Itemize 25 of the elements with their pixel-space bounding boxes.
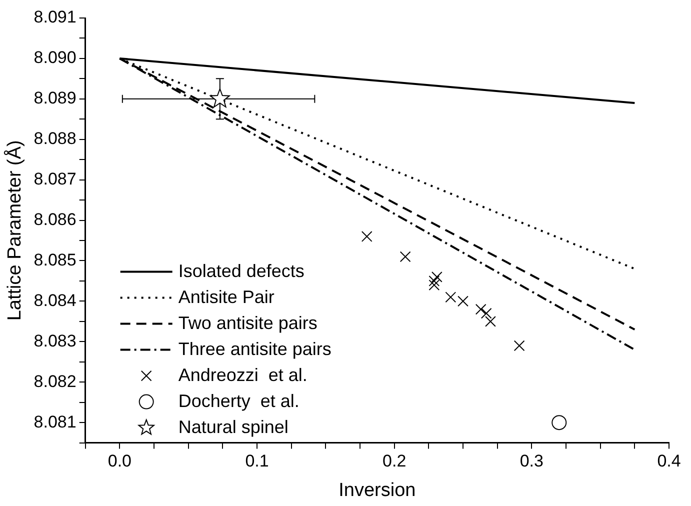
y-tick-label: 8.087	[34, 170, 76, 189]
x-tick-label: 0.1	[245, 452, 269, 471]
y-tick-label: 8.082	[34, 372, 76, 391]
y-tick-label: 8.088	[34, 129, 76, 148]
x-tick-label: 0.4	[657, 452, 681, 471]
y-tick-label: 8.084	[34, 290, 76, 310]
y-tick-label: 8.086	[34, 210, 76, 229]
y-tick-label: 8.081	[34, 412, 76, 432]
legend-label: Isolated defects	[178, 260, 304, 281]
legend-label: Three antisite pairs	[178, 338, 332, 359]
x-axis-title: Inversion	[338, 480, 416, 501]
y-tick-label: 8.085	[34, 250, 76, 270]
legend-label: Two antisite pairs	[178, 312, 318, 333]
x-tick-label: 0.3	[520, 452, 544, 471]
legend-label: Docherty et al.	[178, 390, 300, 411]
y-tick-label: 8.089	[34, 88, 76, 108]
legend-label: Antisite Pair	[178, 286, 274, 307]
y-tick-label: 8.090	[34, 48, 76, 68]
x-tick-label: 0.0	[108, 452, 132, 471]
x-tick-label: 0.2	[382, 452, 406, 471]
y-tick-label: 8.091	[34, 8, 76, 27]
y-axis-title: Lattice Parameter (Å)	[4, 140, 26, 321]
y-tick-label: 8.083	[34, 331, 76, 350]
legend-label: Andreozzi et al.	[178, 364, 308, 385]
legend-label: Natural spinel	[178, 416, 288, 437]
